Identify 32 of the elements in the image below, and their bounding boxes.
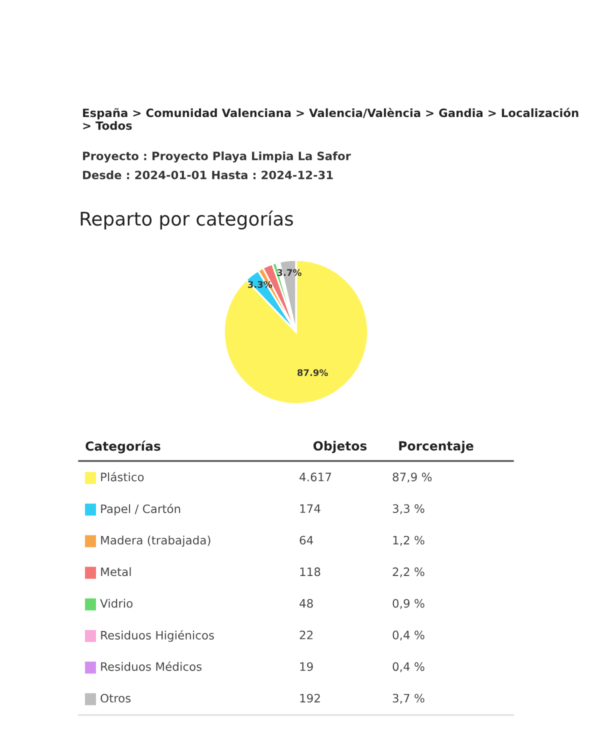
data-label: 48: [300, 599, 313, 608]
text: 1,2 %: [393, 536, 424, 546]
data-label: 22: [300, 630, 313, 640]
legend-label: Vidrio: [100, 598, 133, 608]
text: 2,2 %: [392, 567, 424, 578]
text: Proyecto : Proyecto Playa Limpia La Safor: [83, 151, 351, 163]
text: 0,9 %: [392, 599, 424, 609]
data-label: 19: [300, 662, 313, 671]
legend-label: Residuos Higiénicos: [101, 630, 214, 642]
data-label: 174: [300, 504, 320, 513]
text: 87.9%: [297, 369, 328, 376]
legend-label: Metal: [101, 567, 131, 576]
legend-label: Residuos Médicos: [101, 662, 202, 671]
chart-title: Reparto por categorías: [80, 210, 293, 230]
text: 3,3 %: [392, 504, 424, 514]
legend-label: Otros: [100, 694, 131, 703]
data-label: 64: [300, 536, 314, 545]
data-label: 118: [300, 567, 320, 576]
data-label: 4.617: [300, 472, 332, 482]
legend-label: Madera (trabajada): [101, 536, 210, 547]
text: 0,4 %: [392, 662, 424, 672]
text: Porcentaje: [399, 440, 474, 454]
text: Objetos: [313, 440, 367, 454]
legend-label: Papel / Cartón: [101, 504, 180, 516]
text: 3,7 %: [392, 694, 424, 704]
text: Desde : 2024-01-01 Hasta : 2024-12-31: [83, 170, 333, 180]
chart-subtitle: España > Comunidad Valenciana > Valencia/València > Gandia > Localización > Todos: [83, 108, 578, 130]
text: 87,9 %: [392, 472, 432, 483]
data-label: 192: [300, 694, 320, 703]
text: 0,4 %: [392, 630, 424, 641]
legend-label: Plástico: [101, 472, 144, 482]
text: Categorías: [86, 440, 160, 454]
